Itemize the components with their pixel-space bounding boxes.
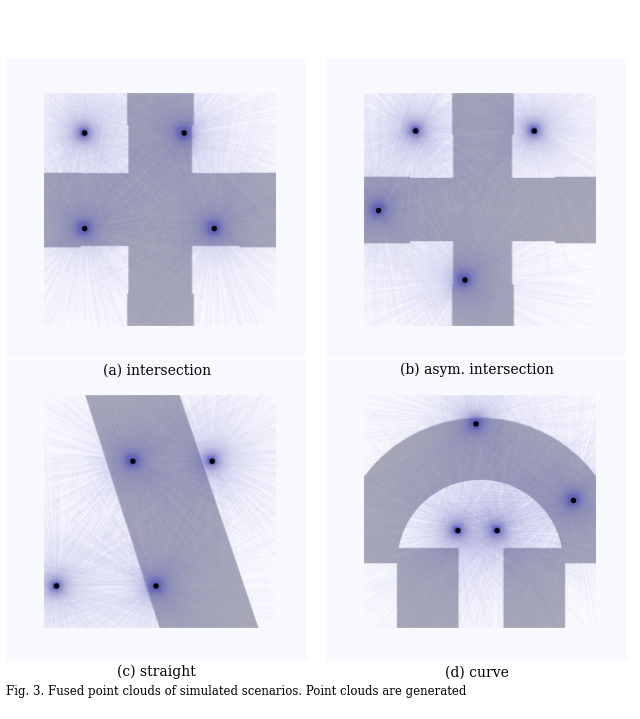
Text: (b) asym. intersection: (b) asym. intersection <box>400 363 554 377</box>
Text: (a) intersection: (a) intersection <box>103 363 211 377</box>
Text: Fig. 3. Fused point clouds of simulated scenarios. Point clouds are generated: Fig. 3. Fused point clouds of simulated … <box>6 685 467 698</box>
Text: (c) straight: (c) straight <box>117 665 196 679</box>
Text: (d) curve: (d) curve <box>445 665 509 679</box>
